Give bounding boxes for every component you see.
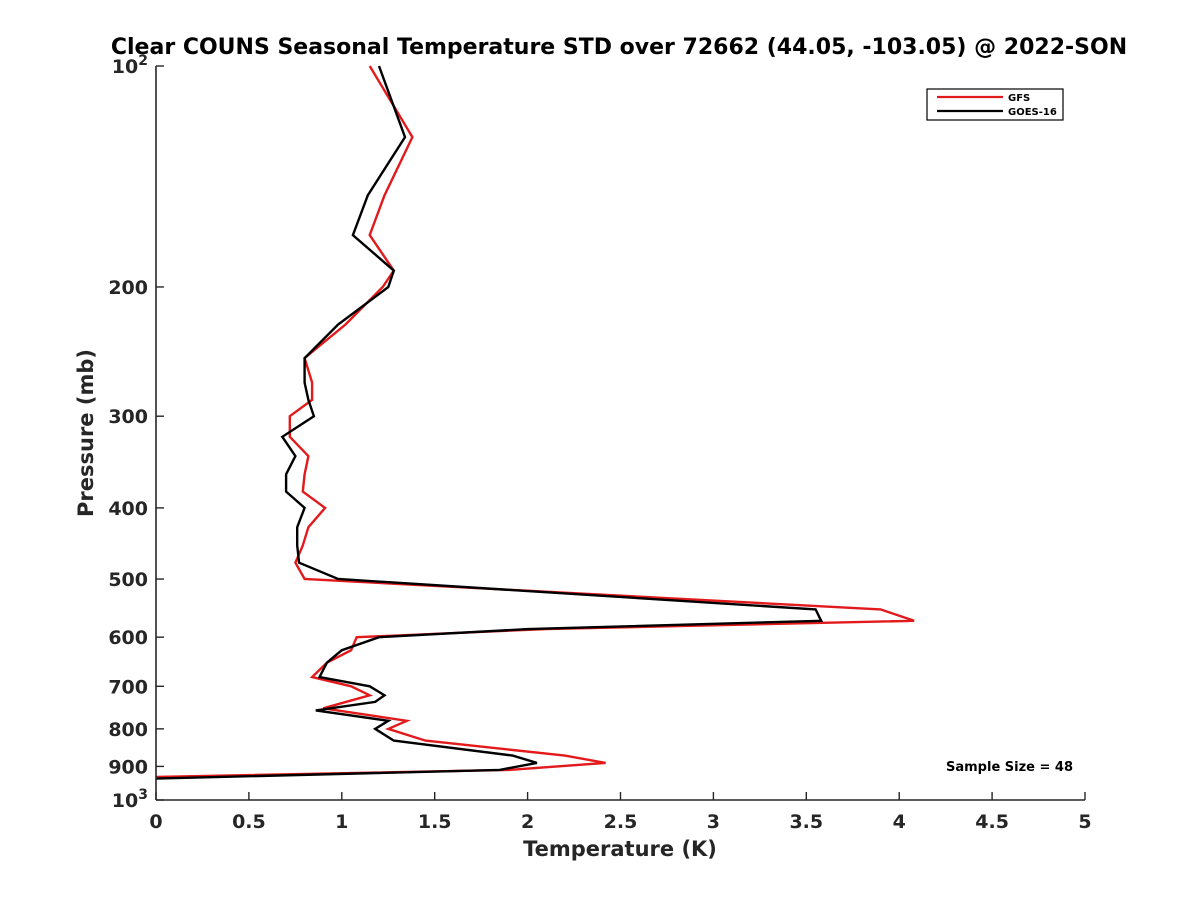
y-axis-label: Pressure (mb): [74, 349, 98, 517]
y-tick-label: 900: [108, 756, 148, 778]
series-line-gfs: [155, 65, 915, 779]
x-tick-label: 1.5: [418, 811, 452, 833]
x-tick-label: 1: [335, 811, 348, 833]
x-tick-label: 0.5: [232, 811, 266, 833]
x-tick-label: 5: [1078, 811, 1091, 833]
x-tick-label: 2.5: [604, 811, 638, 833]
x-tick-label: 2: [521, 811, 534, 833]
x-tick-label: 3: [707, 811, 720, 833]
plot-area: [156, 66, 1085, 800]
y-tick-label: 500: [108, 569, 148, 591]
legend-goes16-label: GOES-16: [1008, 107, 1057, 118]
legend-gfs-label: GFS: [1008, 93, 1030, 104]
plot-background: [156, 66, 1085, 800]
series-line-goes-16: [155, 65, 824, 780]
series-layer: [155, 65, 915, 780]
y-ticks: 102 200 300 400 500 600 700 800 900 103: [108, 53, 164, 812]
y-tick-label: 102: [112, 53, 148, 78]
y-tick-label: 700: [108, 676, 148, 698]
y-tick-label: 800: [108, 719, 148, 741]
x-axis-label: Temperature (K): [523, 837, 717, 861]
x-tick-label: 4.5: [975, 811, 1009, 833]
y-tick-label: 200: [108, 277, 148, 299]
y-tick-label: 300: [108, 406, 148, 428]
y-tick-label: 103: [112, 787, 148, 812]
y-tick-label: 600: [108, 627, 148, 649]
x-tick-label: 3.5: [789, 811, 823, 833]
legend-box: [926, 88, 1064, 121]
y-tick-label: 400: [108, 498, 148, 520]
legend: GFS GOES-16: [926, 88, 1064, 121]
chart-title: Clear COUNS Seasonal Temperature STD ove…: [111, 35, 1127, 60]
x-tick-label: 0: [149, 811, 162, 833]
sample-size-annotation: Sample Size = 48: [946, 760, 1073, 775]
x-ticks: 0 0.5 1 1.5 2 2.5 3 3.5 4 4.5 5: [149, 792, 1092, 833]
x-tick-label: 4: [893, 811, 906, 833]
